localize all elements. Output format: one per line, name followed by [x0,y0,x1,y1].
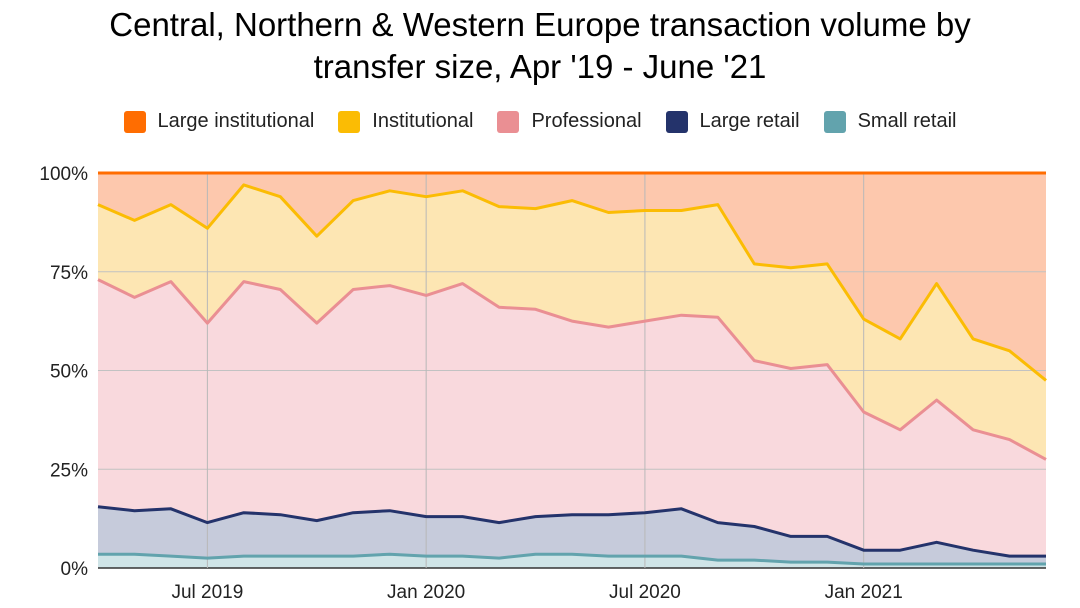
area-large-retail [98,506,1046,564]
legend-label: Large institutional [157,110,315,132]
legend-item-small-retail[interactable]: Small retail [823,110,957,133]
legend-item-large-retail[interactable]: Large retail [665,110,800,133]
chart-title: Central, Northern & Western Europe trans… [0,4,1080,88]
x-tick-label: Jul 2020 [609,582,681,603]
legend-label: Large retail [699,110,800,132]
legend-label: Small retail [857,110,957,132]
area-professional [98,279,1046,557]
x-tick-label: Jan 2020 [387,582,465,603]
legend-swatch [123,110,146,133]
series-line-large-retail [97,505,1046,558]
chart-title-line-2: transfer size, Apr '19 - June '21 [313,48,767,85]
series-line-institutional [97,183,1047,382]
area-institutional [98,184,1046,460]
y-tick-label: 100% [39,164,88,185]
y-tick-label: 50% [50,362,88,383]
legend-swatch [338,110,361,133]
legend-label: Professional [531,110,642,132]
legend-label: Institutional [372,110,474,132]
y-tick-label: 0% [61,559,89,580]
legend-item-large-institutional[interactable]: Large institutional [123,110,315,133]
y-tick-label: 75% [50,263,88,284]
x-tick-label: Jul 2019 [171,582,243,603]
series-line-small-retail [98,552,1046,566]
x-tick-label: Jan 2021 [825,582,903,603]
legend-item-institutional[interactable]: Institutional [338,110,473,133]
legend-item-professional[interactable]: Professional [497,110,642,133]
chart-title-line-1: Central, Northern & Western Europe trans… [109,6,971,43]
legend-swatch [823,110,846,133]
legend-swatch [665,110,688,133]
series-line-professional [97,278,1047,461]
y-tick-label: 25% [50,460,88,481]
legend-swatch [497,110,520,133]
chart-legend: Large institutional Institutional Profes… [0,110,1080,133]
area-small-retail [98,554,1046,568]
area-large-institutional [98,173,1046,381]
